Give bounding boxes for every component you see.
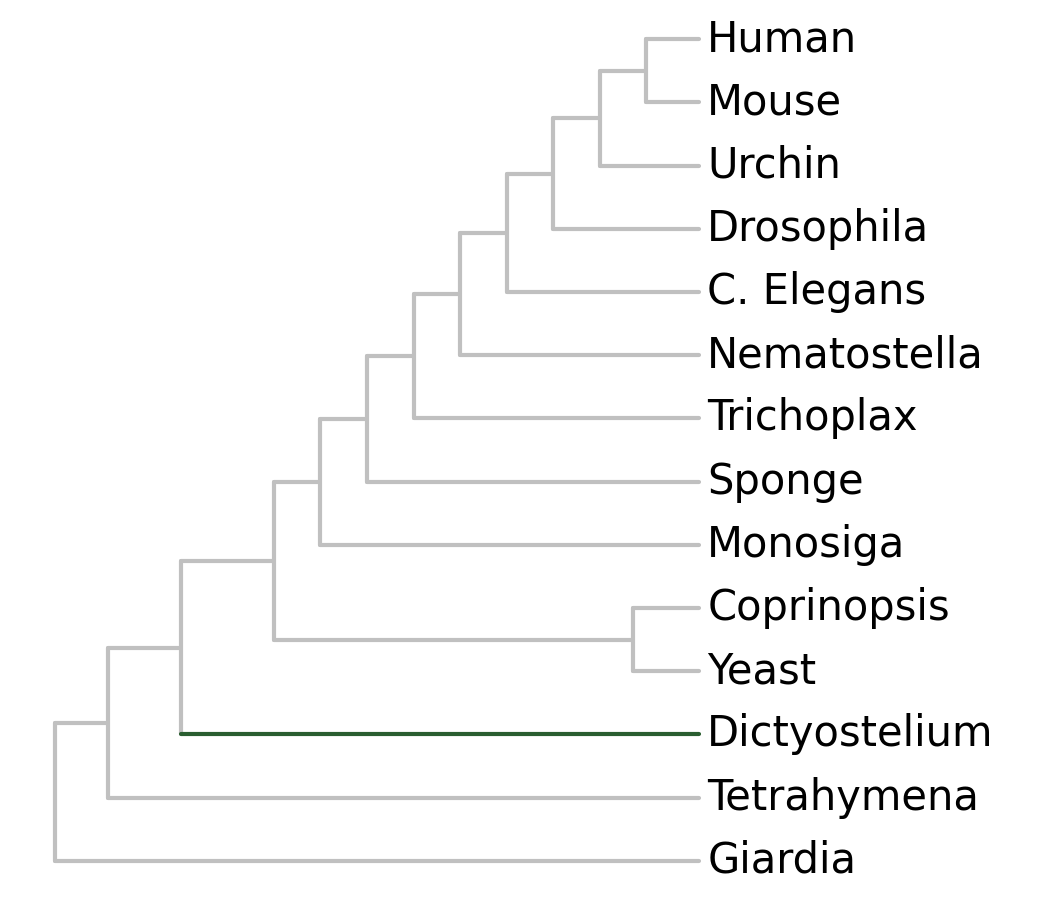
Text: Monosiga: Monosiga <box>707 524 905 566</box>
Text: Trichoplax: Trichoplax <box>707 398 918 439</box>
Text: Drosophila: Drosophila <box>707 208 929 250</box>
Text: Coprinopsis: Coprinopsis <box>707 587 950 629</box>
Text: Tetrahymena: Tetrahymena <box>707 777 979 818</box>
Text: Nematostella: Nematostella <box>707 334 984 376</box>
Text: Mouse: Mouse <box>707 82 842 123</box>
Text: Dictyostelium: Dictyostelium <box>707 714 993 755</box>
Text: Urchin: Urchin <box>707 145 841 186</box>
Text: Giardia: Giardia <box>707 840 856 882</box>
Text: C. Elegans: C. Elegans <box>707 271 926 313</box>
Text: Yeast: Yeast <box>707 650 816 692</box>
Text: Sponge: Sponge <box>707 461 864 502</box>
Text: Human: Human <box>707 18 857 60</box>
